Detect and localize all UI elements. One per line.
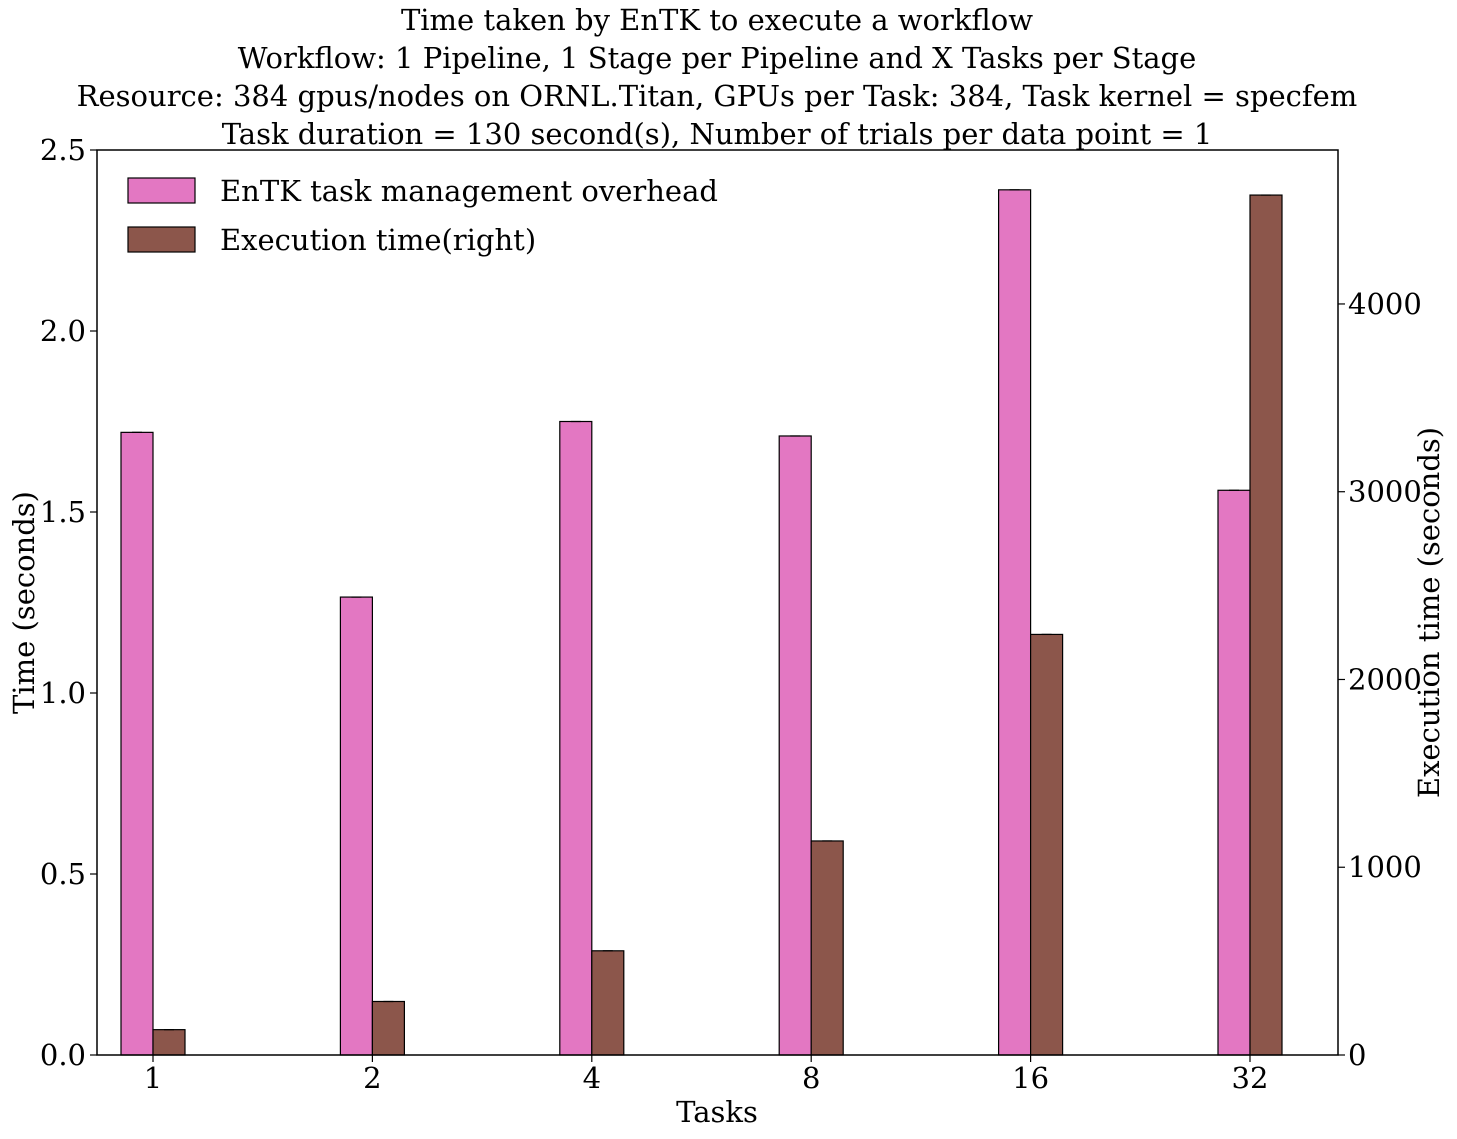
y-tick-label: 0.0 [40,1038,86,1072]
y2-tick-label: 4000 [1348,287,1422,321]
y2-tick-label: 1000 [1348,850,1422,884]
y2-tick-label: 0 [1348,1038,1366,1072]
x-axis-label: Tasks [676,1095,758,1129]
bars [120,189,1283,1056]
bar-overhead [997,189,1032,1056]
x-tick-label: 16 [1012,1061,1049,1095]
x-tick-label: 32 [1232,1061,1269,1095]
y-tick-label: 2.5 [40,133,86,167]
x-axis: 1 2 4 8 16 32 [144,1055,1269,1095]
bar-overhead [1217,489,1251,1056]
chart-title: Time taken by EnTK to execute a workflow… [77,3,1358,151]
bar-execution-time [591,950,625,1056]
legend-swatch [127,226,196,253]
bar-overhead [339,596,373,1056]
title-line: Resource: 384 gpus/nodes on ORNL.Titan, … [77,79,1358,113]
x-tick-label: 2 [363,1061,381,1095]
y-axis-right: 0 1000 2000 3000 4000 [1338,287,1422,1072]
y-tick-label: 0.5 [40,857,86,891]
y-tick-label: 1.0 [40,676,86,710]
title-line: Time taken by EnTK to execute a workflow [401,3,1033,37]
y-axis-label: Time (seconds) [7,491,41,714]
title-line: Task duration = 130 second(s), Number of… [222,117,1213,151]
x-tick-label: 8 [802,1061,820,1095]
bar-overhead [559,420,593,1056]
y-tick-label: 1.5 [40,495,86,529]
bar-overhead [120,431,154,1056]
bar-execution-time [152,1029,186,1056]
y-axis-left: 0.0 0.5 1.0 1.5 2.0 2.5 [40,133,97,1072]
bar-execution-time [810,840,844,1056]
legend: EnTK task management overhead Execution t… [127,174,718,257]
x-tick-label: 4 [583,1061,601,1095]
x-tick-label: 1 [144,1061,162,1095]
bar-execution-time [371,1000,405,1056]
bar-overhead [778,435,812,1056]
bar-execution-time [1029,633,1064,1056]
y2-tick-label: 3000 [1348,475,1422,509]
y-tick-label: 2.0 [40,314,86,348]
legend-label: Execution time(right) [220,223,536,257]
plot-frame [96,149,1339,1056]
bar-execution-time [1249,194,1283,1056]
legend-label: EnTK task management overhead [220,174,718,208]
title-line: Workflow: 1 Pipeline, 1 Stage per Pipeli… [238,41,1197,75]
y2-tick-label: 2000 [1348,662,1422,696]
legend-swatch [127,177,196,204]
y2-axis-label: Execution time (seconds) [1412,427,1446,798]
